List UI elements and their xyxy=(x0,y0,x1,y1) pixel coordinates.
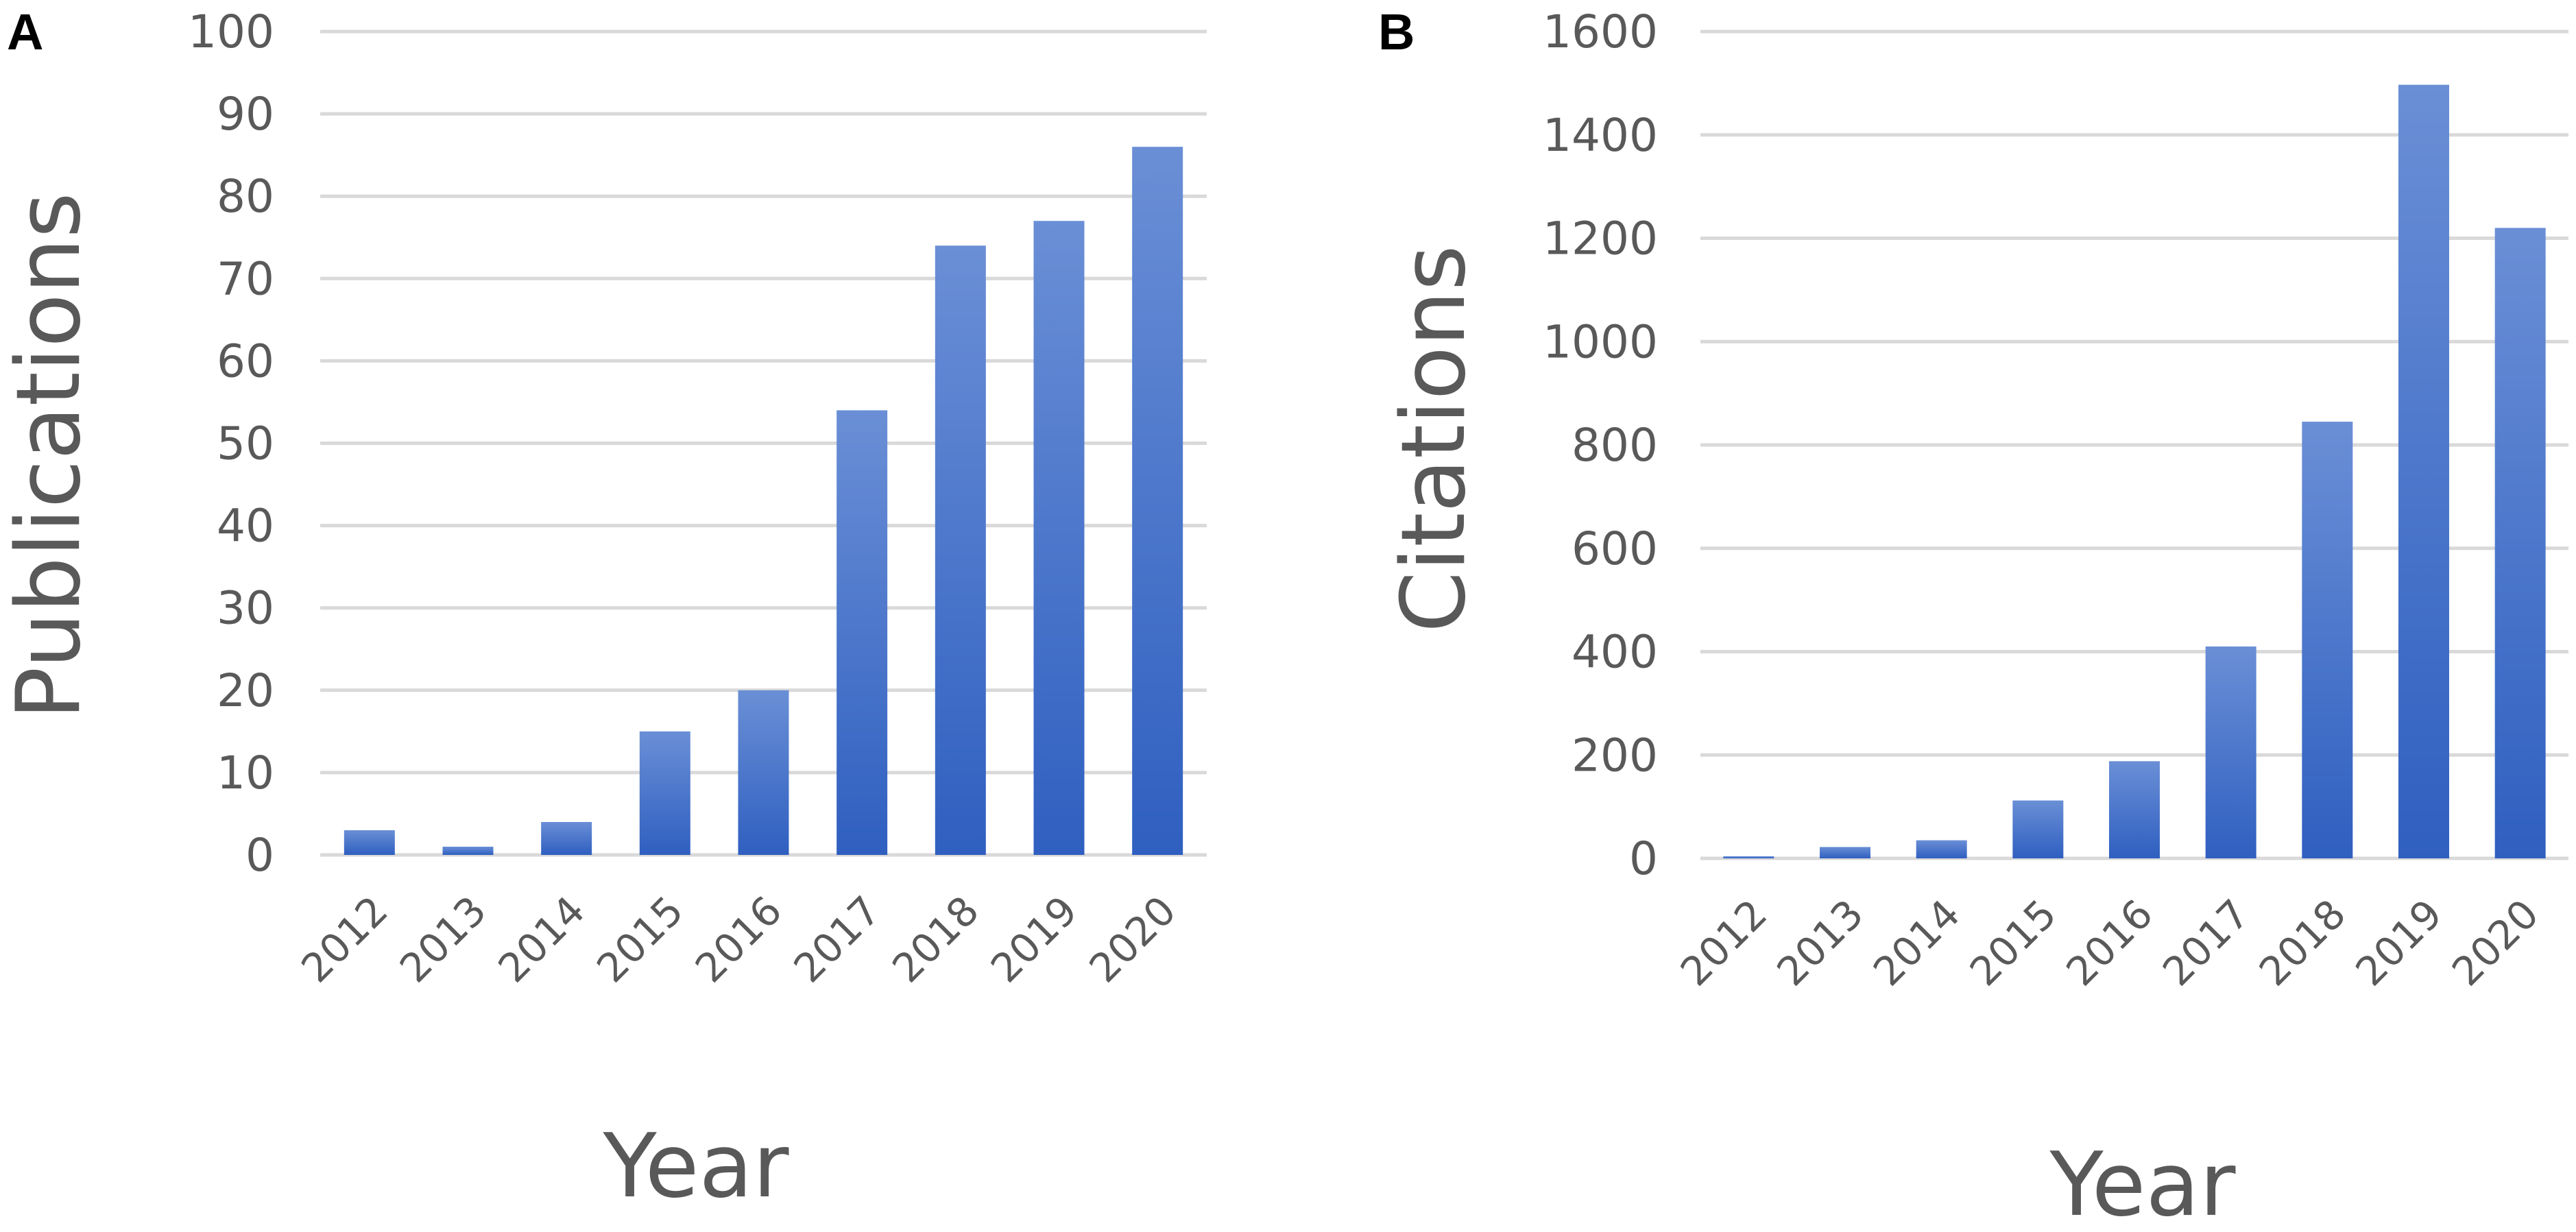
bar-2019 xyxy=(2398,85,2449,858)
bar-2013 xyxy=(1820,847,1870,858)
x-tick-label: 2020 xyxy=(2443,891,2547,995)
x-tick-label: 2012 xyxy=(1672,891,1776,995)
bar-2016 xyxy=(2109,761,2160,858)
x-tick-label: 2012 xyxy=(292,887,396,991)
x-tick-label: 2015 xyxy=(1961,891,2065,995)
panel-label: A xyxy=(7,3,43,60)
y-tick-label: 50 xyxy=(217,418,274,470)
y-tick-label: 90 xyxy=(217,88,274,141)
x-tick-label: 2017 xyxy=(785,887,889,991)
bar-2018 xyxy=(935,245,986,855)
y-tick-label: 30 xyxy=(217,582,274,635)
x-tick-label: 2018 xyxy=(883,887,987,991)
x-tick-label: 2016 xyxy=(686,887,791,991)
x-tick-label: 2016 xyxy=(2057,891,2161,995)
bar-2014 xyxy=(541,822,592,855)
bar-2013 xyxy=(443,847,494,855)
bar-2014 xyxy=(1916,841,1967,858)
bar-2020 xyxy=(2495,228,2546,858)
bar-2015 xyxy=(2012,801,2063,858)
y-axis-title: Publications xyxy=(0,192,100,719)
x-tick-label: 2018 xyxy=(2250,891,2355,995)
bar-2020 xyxy=(1132,147,1183,855)
y-tick-label: 1200 xyxy=(1543,213,1658,265)
y-tick-label: 80 xyxy=(217,170,274,223)
x-tick-label: 2020 xyxy=(1081,887,1185,991)
x-tick-label: 2015 xyxy=(588,887,692,991)
y-tick-label: 20 xyxy=(217,664,274,717)
y-tick-label: 100 xyxy=(188,5,274,58)
x-tick-label: 2014 xyxy=(490,887,594,991)
bar-2015 xyxy=(640,732,690,855)
bar-2012 xyxy=(344,830,395,855)
x-tick-label: 2013 xyxy=(1768,891,1872,995)
y-tick-label: 10 xyxy=(217,747,274,799)
bar-2019 xyxy=(1034,221,1085,855)
x-tick-label: 2017 xyxy=(2154,891,2258,995)
bar-2016 xyxy=(738,690,789,855)
y-tick-label: 800 xyxy=(1572,419,1658,472)
y-tick-label: 60 xyxy=(217,335,274,387)
bar-2012 xyxy=(1723,856,1774,858)
y-tick-label: 0 xyxy=(1629,832,1658,885)
chart-citations: B020040060080010001200140016002012201320… xyxy=(1378,3,2568,1232)
x-axis-title: Year xyxy=(603,1115,789,1218)
y-tick-label: 1000 xyxy=(1543,315,1658,368)
bar-2017 xyxy=(2206,647,2256,858)
chart-publications: A010203040506070809010020122013201420152… xyxy=(0,3,1207,1218)
bar-2018 xyxy=(2302,422,2352,858)
y-tick-label: 0 xyxy=(245,829,274,882)
y-tick-label: 200 xyxy=(1572,729,1658,782)
x-tick-label: 2014 xyxy=(1864,891,1969,995)
panel-label: B xyxy=(1378,3,1415,60)
y-tick-label: 1400 xyxy=(1543,109,1658,162)
y-tick-label: 70 xyxy=(217,252,274,305)
y-tick-label: 40 xyxy=(217,500,274,553)
y-tick-label: 400 xyxy=(1572,626,1658,679)
y-tick-label: 1600 xyxy=(1543,5,1658,58)
x-axis-title: Year xyxy=(2049,1134,2236,1232)
x-tick-label: 2019 xyxy=(2346,891,2451,995)
bar-2017 xyxy=(836,410,887,855)
x-tick-label: 2013 xyxy=(391,887,495,991)
y-axis-title: Citations xyxy=(1383,245,1485,632)
y-tick-label: 600 xyxy=(1572,522,1658,575)
x-tick-label: 2019 xyxy=(982,887,1086,991)
